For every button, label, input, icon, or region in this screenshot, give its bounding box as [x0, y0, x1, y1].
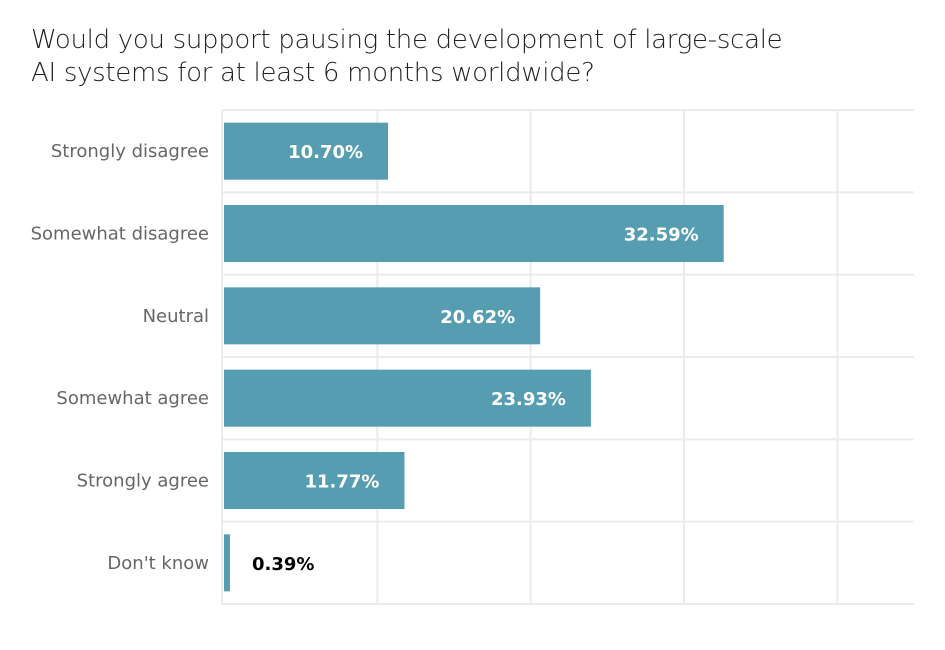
data-label: 20.62%	[440, 307, 515, 328]
data-label: 10.70%	[288, 142, 363, 163]
bar	[224, 534, 230, 592]
data-label: 32.59%	[624, 225, 699, 246]
category-label: Neutral	[143, 306, 209, 327]
data-label: 23.93%	[491, 389, 566, 410]
category-label: Somewhat agree	[56, 388, 209, 409]
data-label: 0.39%	[252, 554, 314, 575]
category-label: Strongly agree	[77, 471, 209, 492]
category-label: Somewhat disagree	[31, 224, 209, 245]
bar	[224, 452, 405, 509]
bar	[224, 287, 541, 345]
bar	[224, 205, 724, 262]
category-label: Don't know	[107, 553, 209, 574]
category-label: Strongly disagree	[51, 141, 209, 162]
bar	[224, 122, 389, 180]
chart-title: Would you support pausing the developmen…	[31, 25, 783, 88]
data-label: 11.77%	[304, 472, 379, 493]
bar	[224, 369, 591, 427]
